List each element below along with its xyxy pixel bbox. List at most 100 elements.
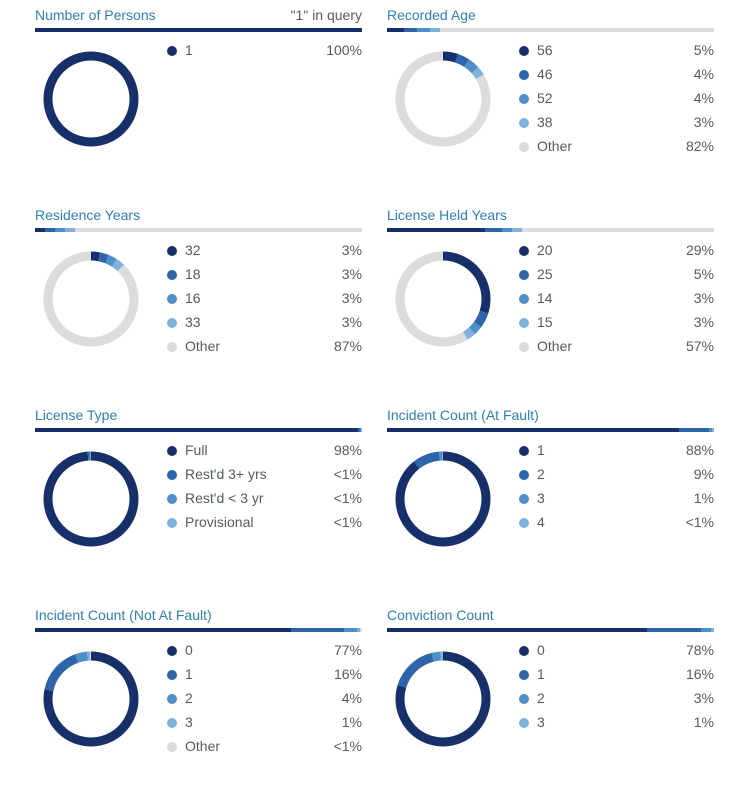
legend: 0 77% 1 16% 2 4% 3 1% Other <1%	[167, 641, 362, 761]
legend-value: 4%	[693, 66, 714, 82]
legend-item[interactable]: 18 3%	[167, 265, 362, 289]
legend-item[interactable]: 3 1%	[519, 489, 714, 513]
stacked-bar	[35, 228, 362, 232]
legend-item[interactable]: 0 77%	[167, 641, 362, 665]
bar-segment	[54, 228, 65, 232]
legend-item[interactable]: Full 98%	[167, 441, 362, 465]
legend-item[interactable]: 32 3%	[167, 241, 362, 265]
legend-item[interactable]: Other 57%	[519, 337, 714, 361]
legend-item[interactable]: 1 88%	[519, 441, 714, 465]
legend-label: 15	[537, 314, 553, 330]
bar-segment	[712, 428, 714, 432]
donut-slice[interactable]	[395, 651, 491, 747]
donut-slice[interactable]	[395, 51, 491, 147]
bar-segment	[343, 628, 357, 632]
legend: 1 100%	[167, 41, 362, 65]
legend-label: Rest'd < 3 yr	[185, 490, 264, 506]
donut-slice[interactable]	[43, 451, 139, 547]
bar-segment	[647, 628, 701, 632]
legend-value: <1%	[333, 514, 362, 530]
legend-label: 20	[537, 242, 553, 258]
bar-segment	[357, 428, 360, 432]
legend-item[interactable]: 0 78%	[519, 641, 714, 665]
legend-swatch	[519, 518, 529, 528]
legend-item[interactable]: 16 3%	[167, 289, 362, 313]
legend-item[interactable]: 14 3%	[519, 289, 714, 313]
legend-item[interactable]: 3 1%	[519, 713, 714, 737]
legend-swatch	[167, 646, 177, 656]
legend-value: <1%	[685, 514, 714, 530]
legend-item[interactable]: 1 100%	[167, 41, 362, 65]
legend-value: 3%	[693, 290, 714, 306]
legend: 20 29% 25 5% 14 3% 15 3% Other 57%	[519, 241, 714, 361]
legend-item[interactable]: Other <1%	[167, 737, 362, 761]
legend-value: 77%	[333, 642, 362, 658]
donut-slice[interactable]	[395, 251, 491, 347]
legend-swatch	[519, 70, 529, 80]
legend-item[interactable]: 3 1%	[167, 713, 362, 737]
donut-slice[interactable]	[43, 451, 139, 547]
legend-value: 3%	[693, 690, 714, 706]
donut-slice[interactable]	[395, 451, 491, 547]
legend-item[interactable]: 46 4%	[519, 65, 714, 89]
legend-value: 78%	[685, 642, 714, 658]
legend-item[interactable]: Provisional <1%	[167, 513, 362, 537]
chart-title: License Held Years	[387, 207, 507, 223]
legend-value: 82%	[685, 138, 714, 154]
legend-item[interactable]: 2 9%	[519, 465, 714, 489]
bar-segment	[417, 28, 431, 32]
stacked-bar	[387, 428, 714, 432]
legend-item[interactable]: 25 5%	[519, 265, 714, 289]
legend-swatch	[519, 494, 529, 504]
legend-item[interactable]: 1 16%	[167, 665, 362, 689]
chart-panel: Incident Count (Not At Fault) 0 77% 1 16% 2 4%…	[35, 600, 362, 790]
bar-segment	[387, 28, 404, 32]
bar-segment	[501, 228, 512, 232]
legend-value: 3%	[693, 314, 714, 330]
legend-label: 14	[537, 290, 553, 306]
bar-segment	[360, 628, 362, 632]
legend-value: 98%	[333, 442, 362, 458]
legend-item[interactable]: 15 3%	[519, 313, 714, 337]
donut-slice[interactable]	[43, 251, 139, 347]
legend-label: 2	[185, 690, 193, 706]
legend-swatch	[519, 118, 529, 128]
legend-label: 1	[185, 666, 193, 682]
legend-item[interactable]: 4 <1%	[519, 513, 714, 537]
legend-swatch	[519, 694, 529, 704]
legend-item[interactable]: 20 29%	[519, 241, 714, 265]
legend-swatch	[167, 342, 177, 352]
legend-label: Provisional	[185, 514, 254, 530]
legend-value: <1%	[333, 466, 362, 482]
chart-panel: Incident Count (At Fault) 1 88% 2 9% 3 1% 4 <1%	[387, 400, 714, 590]
legend-item[interactable]: Rest'd 3+ yrs <1%	[167, 465, 362, 489]
donut-chart	[43, 651, 139, 747]
bar-segment	[35, 228, 45, 232]
legend-item[interactable]: 56 5%	[519, 41, 714, 65]
chart-title: License Type	[35, 407, 118, 423]
legend-label: 1	[185, 42, 193, 58]
stacked-bar	[35, 628, 362, 632]
donut-slice[interactable]	[395, 451, 491, 547]
legend-item[interactable]: 2 3%	[519, 689, 714, 713]
legend-item[interactable]: 52 4%	[519, 89, 714, 113]
donut-slice[interactable]	[43, 51, 139, 147]
legend-swatch	[167, 294, 177, 304]
legend-item[interactable]: 1 16%	[519, 665, 714, 689]
legend-label: 2	[537, 466, 545, 482]
stacked-bar	[387, 228, 714, 232]
legend-item[interactable]: Other 87%	[167, 337, 362, 361]
legend-label: 1	[537, 442, 545, 458]
legend-item[interactable]: 2 4%	[167, 689, 362, 713]
legend-item[interactable]: Rest'd < 3 yr <1%	[167, 489, 362, 513]
bar-segment	[709, 428, 713, 432]
legend-item[interactable]: 38 3%	[519, 113, 714, 137]
bar-segment	[484, 228, 502, 232]
bar-segment	[679, 428, 710, 432]
legend-label: 46	[537, 66, 553, 82]
legend-label: 25	[537, 266, 553, 282]
legend-item[interactable]: 33 3%	[167, 313, 362, 337]
donut-slice[interactable]	[43, 651, 139, 747]
legend-item[interactable]: Other 82%	[519, 137, 714, 161]
